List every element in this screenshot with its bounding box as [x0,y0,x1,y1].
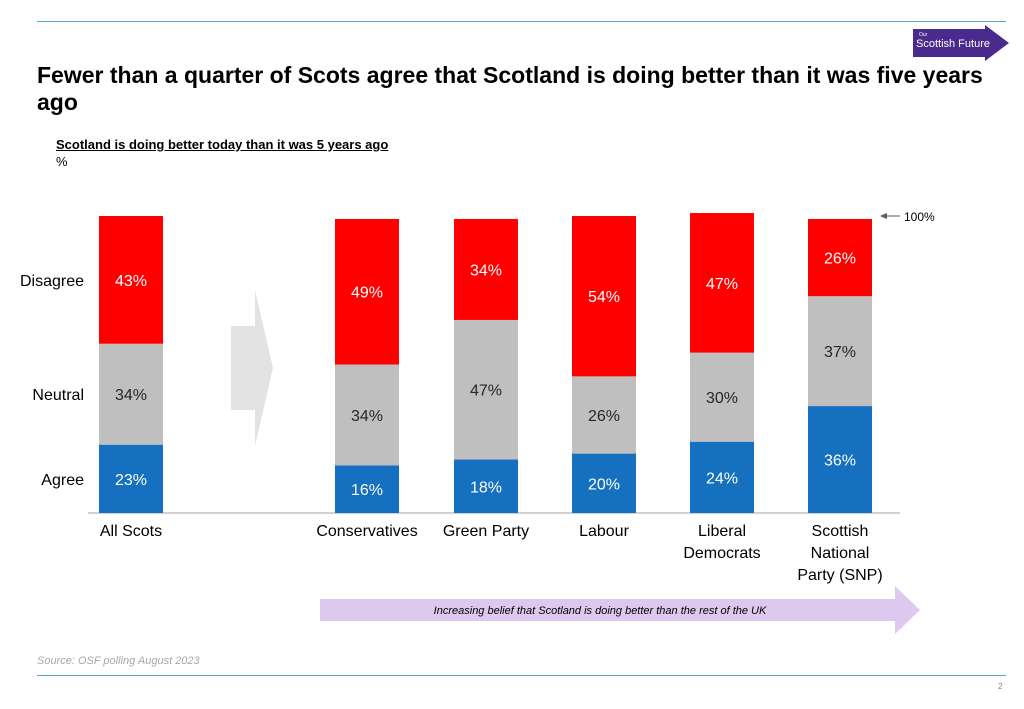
data-label-agree: 20% [588,476,620,493]
hundred-percent-label: 100% [904,210,935,224]
data-label-neutral: 34% [115,387,147,404]
bars-group: 23% 34% 43% 16% 34% 49% 18% 47% 34% 20% 26% 54% 24% 3… [99,213,872,513]
data-label-disagree: 54% [588,289,620,306]
series-label-disagree: Disagree [20,273,84,290]
data-label-disagree: 49% [351,285,383,302]
bar-segment-agree [690,441,754,513]
data-label-agree: 24% [706,470,738,487]
data-label-disagree: 47% [706,276,738,293]
chart-subtitle: Scotland is doing better today than it w… [56,137,389,152]
logo-line2: Scottish Future [916,38,990,50]
bottom-rule [37,675,1006,676]
x-tick-label: Green Party [443,523,529,540]
bar-segment-neutral [454,319,518,460]
bar-segment-agree [454,459,518,513]
data-label-agree: 36% [824,453,856,470]
logo-line1: Our [919,32,928,38]
bar-segment-disagree [572,216,636,377]
data-label-neutral: 34% [351,408,383,425]
data-label-disagree: 43% [115,273,147,290]
bar-segment-agree [572,453,636,513]
x-tick-label: All Scots [100,523,162,540]
bar-segment-agree [335,465,399,513]
bar-segment-disagree [335,218,399,365]
hundred-pointer-head [880,213,887,219]
series-label-agree: Agree [41,472,84,489]
x-tick-label: Labour [579,523,629,540]
data-label-disagree: 26% [824,251,856,268]
data-label-agree: 16% [351,482,383,499]
flow-arrow [231,290,273,446]
row-labels: Agree Neutral Disagree [20,273,84,489]
top-rule [37,21,1006,22]
bar-segment-agree [808,406,872,513]
bar-segment-neutral [808,296,872,407]
bar-segment-neutral [99,343,163,445]
data-label-neutral: 30% [706,390,738,407]
x-tick-label: Scottish National Party (SNP) [797,523,882,584]
unit-label: % [56,154,68,169]
bar-segment-agree [99,444,163,513]
bar-segment-neutral [690,352,754,442]
data-label-neutral: 37% [824,344,856,361]
bar-segment-disagree [690,213,754,353]
bar-segment-disagree [99,216,163,344]
data-label-agree: 23% [115,472,147,489]
page-number: 2 [998,682,1003,691]
x-tick-label: Liberal Democrats [683,523,760,562]
belief-banner-arrow [320,586,920,634]
x-axis-labels: All Scots Conservatives Green Party Labour L… [100,523,883,584]
data-label-neutral: 26% [588,408,620,425]
source-note: Source: OSF polling August 2023 [37,655,200,667]
data-label-neutral: 47% [470,383,502,400]
bar-segment-disagree [454,218,518,320]
our-scottish-future-logo: Our Scottish Future [913,25,1009,61]
data-label-disagree: 34% [470,262,502,279]
page-title: Fewer than a quarter of Scots agree that… [37,62,983,115]
data-label-agree: 18% [470,479,502,496]
bar-segment-neutral [335,364,399,466]
series-label-neutral: Neutral [32,387,84,404]
belief-banner-text: Increasing belief that Scotland is doing… [434,605,767,617]
x-tick-label: Conservatives [316,523,417,540]
bar-segment-disagree [808,218,872,297]
bar-segment-neutral [572,376,636,454]
